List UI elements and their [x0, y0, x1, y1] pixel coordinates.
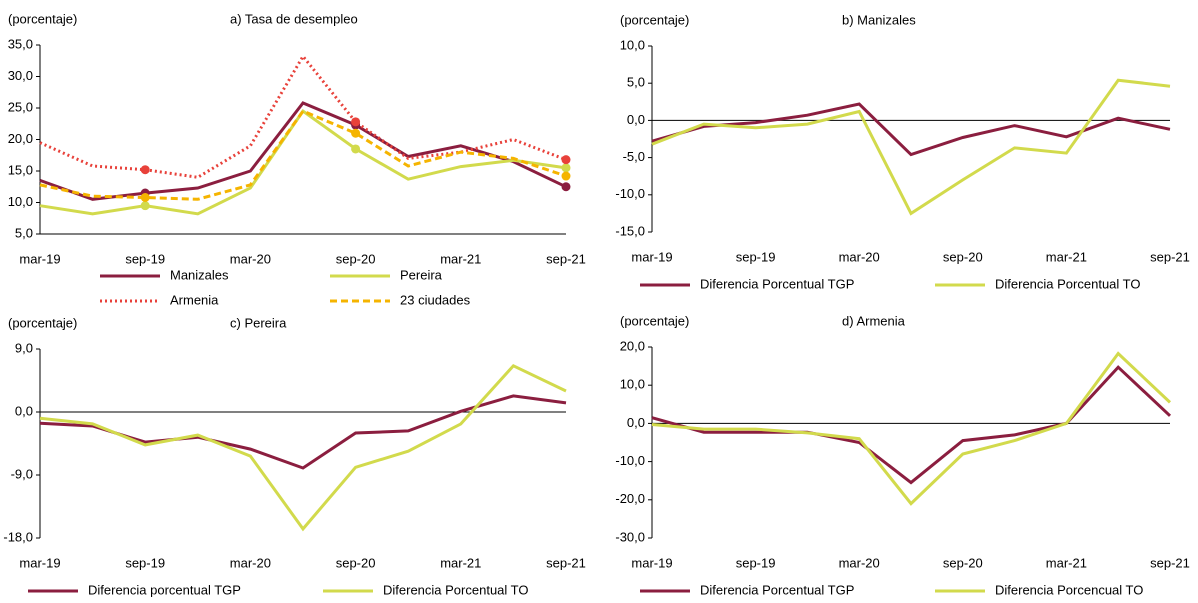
point-marker — [140, 165, 150, 175]
x-tick-label: mar-21 — [1046, 555, 1087, 570]
y-tick-label: 15,0 — [8, 162, 33, 177]
legend-label: 23 ciudades — [400, 292, 471, 307]
y-tick-label: 0,0 — [627, 415, 645, 430]
y-tick-label: -10,0 — [615, 453, 645, 468]
series-line — [39, 109, 567, 201]
point-marker — [561, 171, 571, 181]
series-line — [651, 351, 1172, 506]
y-tick-label: 5,0 — [15, 225, 33, 240]
x-tick-label: sep-20 — [336, 555, 376, 570]
y-tick-label: -30,0 — [615, 529, 645, 544]
point-marker — [351, 117, 361, 127]
chart-title: c) Pereira — [230, 315, 287, 330]
y-axis-label: (porcentaje) — [620, 12, 689, 27]
x-tick-label: mar-20 — [839, 249, 880, 264]
chart-title: d) Armenia — [842, 313, 906, 328]
series-line — [39, 363, 567, 532]
y-tick-label: 35,0 — [8, 36, 33, 51]
chart-title: a) Tasa de desempleo — [230, 11, 358, 26]
x-tick-label: mar-20 — [839, 555, 880, 570]
y-tick-label: -18,0 — [3, 529, 33, 544]
legend-label: Diferencia Porcentual TGP — [700, 276, 854, 291]
x-tick-label: mar-19 — [631, 555, 672, 570]
x-tick-label: mar-19 — [19, 555, 60, 570]
y-tick-label: 20,0 — [8, 131, 33, 146]
x-tick-label: mar-21 — [440, 555, 481, 570]
series-line — [651, 365, 1172, 485]
y-tick-label: 10,0 — [620, 37, 645, 52]
legend-label: Diferencia Porcencual TO — [995, 582, 1143, 597]
series-line — [39, 108, 567, 216]
y-tick-label: 10,0 — [620, 377, 645, 392]
legend-label: Pereira — [400, 267, 443, 282]
x-tick-label: mar-20 — [230, 251, 271, 266]
legend-label: Armenia — [170, 292, 219, 307]
y-axis-label: (porcentaje) — [8, 11, 77, 26]
x-tick-label: sep-19 — [125, 251, 165, 266]
x-tick-label: mar-21 — [1046, 249, 1087, 264]
y-tick-label: 10,0 — [8, 194, 33, 209]
legend-label: Diferencia Porcentual TO — [995, 276, 1140, 291]
x-tick-label: sep-20 — [943, 555, 983, 570]
point-marker — [140, 192, 150, 202]
y-tick-label: -20,0 — [615, 491, 645, 506]
point-marker — [561, 155, 571, 165]
x-tick-label: mar-21 — [440, 251, 481, 266]
y-tick-label: 0,0 — [15, 403, 33, 418]
y-tick-label: -9,0 — [11, 466, 33, 481]
y-tick-label: 25,0 — [8, 99, 33, 114]
x-tick-label: mar-19 — [631, 249, 672, 264]
x-tick-label: sep-21 — [546, 555, 586, 570]
y-axis-label: (porcentaje) — [8, 315, 77, 330]
x-tick-label: sep-21 — [546, 251, 586, 266]
point-marker — [351, 144, 361, 154]
y-tick-label: 5,0 — [627, 75, 645, 90]
series-line — [39, 53, 567, 179]
legend-label: Diferencia Porcentual TGP — [700, 582, 854, 597]
y-tick-label: -10,0 — [615, 186, 645, 201]
y-tick-label: 30,0 — [8, 68, 33, 83]
series-line — [39, 101, 567, 201]
x-tick-label: sep-19 — [125, 555, 165, 570]
y-tick-label: 9,0 — [15, 340, 33, 355]
point-marker — [351, 128, 361, 138]
y-tick-label: 20,0 — [620, 338, 645, 353]
series-line — [39, 394, 567, 470]
y-tick-label: 0,0 — [627, 112, 645, 127]
x-tick-label: sep-19 — [736, 555, 776, 570]
legend-label: Diferencia Porcentual TO — [383, 582, 528, 597]
x-tick-label: mar-20 — [230, 555, 271, 570]
x-tick-label: mar-19 — [19, 251, 60, 266]
chart-title: b) Manizales — [842, 12, 916, 27]
x-tick-label: sep-19 — [736, 249, 776, 264]
point-marker — [561, 182, 571, 192]
point-marker — [140, 201, 150, 211]
x-tick-label: sep-21 — [1150, 249, 1190, 264]
series-line — [651, 78, 1171, 216]
x-tick-label: sep-21 — [1150, 555, 1190, 570]
legend-label: Manizales — [170, 267, 229, 282]
legend-label: Diferencia porcentual TGP — [88, 582, 241, 597]
y-axis-label: (porcentaje) — [620, 313, 689, 328]
x-tick-label: sep-20 — [336, 251, 376, 266]
series-line — [651, 102, 1171, 157]
y-tick-label: -15,0 — [615, 223, 645, 238]
x-tick-label: sep-20 — [943, 249, 983, 264]
y-tick-label: -5,0 — [623, 149, 645, 164]
point-marker — [561, 163, 571, 173]
